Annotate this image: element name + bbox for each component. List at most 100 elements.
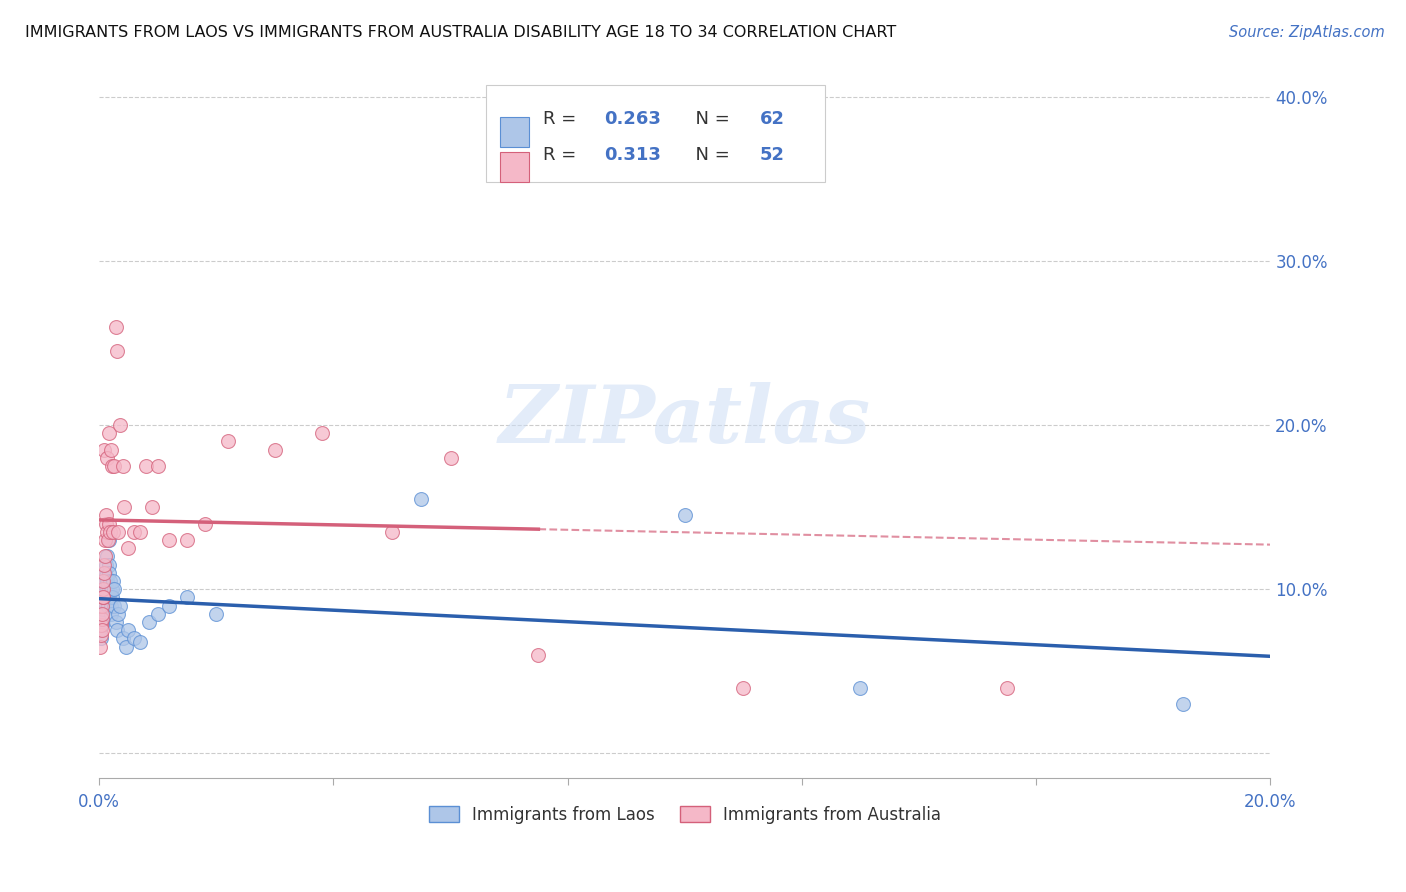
Point [93, 566, 115, 580]
Point [93, 558, 115, 572]
Point [129, 524, 152, 539]
Point [117, 541, 139, 556]
Point [1171, 697, 1194, 711]
Point [105, 624, 128, 638]
Text: 0.263: 0.263 [605, 111, 661, 128]
Point [94, 533, 117, 547]
Point [146, 607, 169, 621]
Bar [499, 153, 529, 182]
Point [91, 605, 114, 619]
Point [89, 640, 111, 654]
Legend: Immigrants from Laos, Immigrants from Australia: Immigrants from Laos, Immigrants from Au… [422, 799, 948, 830]
Text: N =: N = [683, 146, 735, 164]
Point [91, 574, 114, 588]
Point [89, 624, 111, 638]
Point [96, 549, 118, 564]
Point [217, 434, 239, 449]
Point [129, 634, 152, 648]
Point [96, 558, 118, 572]
Point [97, 585, 120, 599]
Point [114, 640, 136, 654]
Text: 52: 52 [759, 146, 785, 164]
Point [96, 569, 118, 583]
Point [90, 615, 112, 629]
Point [108, 418, 131, 433]
Point [381, 524, 404, 539]
Point [124, 524, 146, 539]
Point [96, 508, 118, 523]
Point [98, 585, 121, 599]
Point [146, 459, 169, 474]
Point [91, 612, 114, 626]
Point [107, 607, 129, 621]
Point [194, 516, 217, 531]
Point [93, 442, 115, 457]
Text: IMMIGRANTS FROM LAOS VS IMMIGRANTS FROM AUSTRALIA DISABILITY AGE 18 TO 34 CORREL: IMMIGRANTS FROM LAOS VS IMMIGRANTS FROM … [25, 25, 897, 40]
Point [90, 612, 112, 626]
Text: R =: R = [543, 146, 582, 164]
Point [93, 593, 115, 607]
Point [104, 615, 127, 629]
Text: Source: ZipAtlas.com: Source: ZipAtlas.com [1229, 25, 1385, 40]
Point [91, 591, 114, 605]
Point [97, 558, 120, 572]
Point [97, 533, 120, 547]
Point [264, 442, 287, 457]
Point [614, 122, 637, 136]
Point [995, 681, 1018, 695]
Point [98, 516, 121, 531]
Point [96, 582, 118, 597]
Text: 62: 62 [759, 111, 785, 128]
Point [97, 599, 120, 613]
Point [673, 508, 696, 523]
Point [439, 450, 461, 465]
Point [117, 624, 139, 638]
Point [97, 426, 120, 441]
Point [527, 648, 550, 662]
Point [311, 426, 333, 441]
Point [101, 574, 124, 588]
Point [91, 595, 114, 609]
Point [90, 607, 112, 621]
Point [103, 524, 125, 539]
Point [94, 591, 117, 605]
Point [91, 591, 114, 605]
Point [98, 524, 121, 539]
Point [91, 602, 114, 616]
Point [135, 459, 157, 474]
Point [93, 582, 115, 597]
Point [159, 599, 181, 613]
Point [205, 607, 228, 621]
Point [100, 442, 122, 457]
Point [91, 599, 114, 613]
Point [108, 599, 131, 613]
Point [93, 574, 115, 588]
Point [141, 500, 163, 515]
Point [159, 533, 181, 547]
Point [100, 607, 122, 621]
Point [101, 591, 124, 605]
Point [90, 628, 112, 642]
Point [103, 599, 125, 613]
Point [94, 549, 117, 564]
Point [124, 632, 146, 646]
Point [91, 607, 114, 621]
Point [91, 582, 114, 597]
Point [411, 491, 433, 506]
Point [91, 582, 114, 597]
Point [93, 585, 115, 599]
Point [96, 524, 118, 539]
Point [98, 566, 121, 580]
Point [96, 574, 118, 588]
Point [91, 599, 114, 613]
Point [91, 602, 114, 616]
Point [176, 533, 198, 547]
Text: R =: R = [543, 111, 582, 128]
Point [96, 591, 118, 605]
Point [100, 599, 122, 613]
Point [103, 582, 125, 597]
Point [112, 500, 135, 515]
Point [105, 344, 128, 359]
Point [97, 533, 120, 547]
Point [91, 591, 114, 605]
